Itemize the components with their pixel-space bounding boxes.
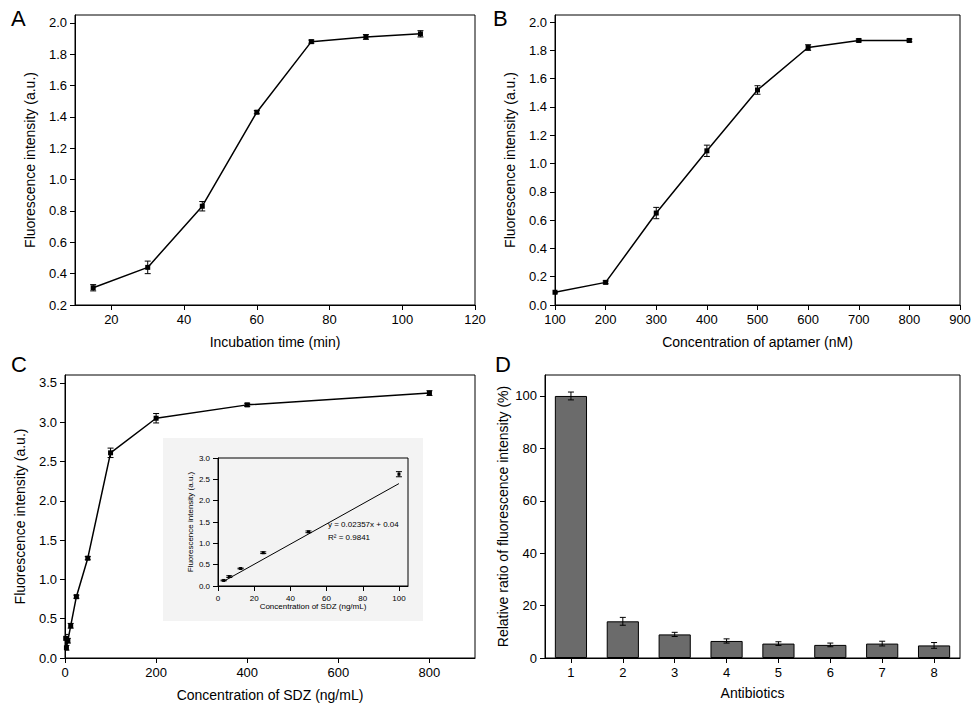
svg-text:R² = 0.9841: R² = 0.9841 (328, 533, 371, 542)
svg-text:0.0: 0.0 (529, 298, 547, 313)
svg-text:1.0: 1.0 (529, 156, 547, 171)
svg-text:1.2: 1.2 (529, 128, 547, 143)
svg-text:1.8: 1.8 (529, 43, 547, 58)
svg-text:1.0: 1.0 (49, 172, 67, 187)
svg-text:Incubation time (min): Incubation time (min) (210, 334, 341, 350)
svg-text:0: 0 (530, 651, 537, 666)
svg-text:700: 700 (848, 312, 870, 327)
svg-text:0.5: 0.5 (39, 611, 57, 626)
svg-text:100: 100 (544, 312, 566, 327)
svg-text:2.5: 2.5 (199, 475, 211, 484)
svg-text:Antibiotics: Antibiotics (721, 685, 785, 701)
svg-text:1.2: 1.2 (49, 141, 67, 156)
svg-text:3.5: 3.5 (39, 375, 57, 390)
svg-text:2: 2 (619, 665, 626, 680)
svg-text:1.8: 1.8 (49, 47, 67, 62)
svg-text:1.5: 1.5 (39, 533, 57, 548)
svg-text:0.0: 0.0 (199, 582, 211, 591)
svg-text:40: 40 (286, 594, 295, 603)
svg-text:Concentration of SDZ (ng/mL): Concentration of SDZ (ng/mL) (260, 602, 367, 611)
svg-text:2.5: 2.5 (39, 454, 57, 469)
svg-text:Fluorescence intensity (a.u.): Fluorescence intensity (a.u.) (22, 72, 38, 248)
svg-text:900: 900 (949, 312, 971, 327)
svg-text:400: 400 (696, 312, 718, 327)
svg-text:200: 200 (145, 665, 167, 680)
svg-text:1.4: 1.4 (529, 99, 547, 114)
svg-text:0.4: 0.4 (49, 266, 67, 281)
svg-text:2.0: 2.0 (39, 493, 57, 508)
svg-text:0.8: 0.8 (49, 203, 67, 218)
svg-text:B: B (493, 6, 508, 31)
svg-text:3: 3 (671, 665, 678, 680)
svg-text:1.6: 1.6 (49, 78, 67, 93)
svg-text:0.2: 0.2 (529, 269, 547, 284)
svg-text:6: 6 (827, 665, 834, 680)
svg-text:Concentration of SDZ (ng/mL): Concentration of SDZ (ng/mL) (177, 687, 364, 703)
svg-text:100: 100 (392, 594, 406, 603)
svg-text:80: 80 (322, 312, 336, 327)
svg-text:Relative ratio of fluorescence: Relative ratio of fluorescence intensity… (495, 386, 511, 647)
svg-text:80: 80 (358, 594, 367, 603)
svg-text:600: 600 (327, 665, 349, 680)
svg-text:0.8: 0.8 (529, 184, 547, 199)
svg-text:D: D (495, 352, 511, 377)
svg-text:100: 100 (515, 388, 537, 403)
svg-text:0.2: 0.2 (49, 298, 67, 313)
svg-text:Fluorescence intensity (a.u.): Fluorescence intensity (a.u.) (12, 429, 28, 605)
svg-text:1.4: 1.4 (49, 109, 67, 124)
svg-text:2.0: 2.0 (529, 15, 547, 30)
svg-text:60: 60 (322, 594, 331, 603)
svg-text:1.0: 1.0 (199, 539, 211, 548)
svg-text:80: 80 (523, 441, 537, 456)
svg-text:4: 4 (723, 665, 730, 680)
svg-text:2.0: 2.0 (199, 496, 211, 505)
svg-text:400: 400 (236, 665, 258, 680)
svg-text:1.5: 1.5 (199, 518, 211, 527)
svg-text:8: 8 (930, 665, 937, 680)
svg-text:3.0: 3.0 (199, 454, 211, 463)
svg-text:0.5: 0.5 (199, 560, 211, 569)
svg-text:500: 500 (747, 312, 769, 327)
svg-text:C: C (11, 352, 27, 377)
svg-text:0: 0 (216, 594, 221, 603)
svg-text:2.0: 2.0 (49, 15, 67, 30)
svg-text:800: 800 (419, 665, 441, 680)
svg-text:0: 0 (61, 665, 68, 680)
svg-text:0.4: 0.4 (529, 241, 547, 256)
svg-text:A: A (11, 6, 26, 31)
svg-text:800: 800 (899, 312, 921, 327)
svg-text:300: 300 (645, 312, 667, 327)
svg-text:Concentration of aptamer (nM): Concentration of aptamer (nM) (662, 334, 853, 350)
svg-text:1: 1 (567, 665, 574, 680)
svg-text:3.0: 3.0 (39, 415, 57, 430)
svg-text:20: 20 (250, 594, 259, 603)
svg-text:0.0: 0.0 (39, 651, 57, 666)
svg-text:Fluorescence intensity (a.u.): Fluorescence intensity (a.u.) (186, 471, 195, 572)
svg-text:20: 20 (104, 312, 118, 327)
svg-text:40: 40 (523, 546, 537, 561)
svg-text:120: 120 (464, 312, 486, 327)
svg-text:40: 40 (177, 312, 191, 327)
svg-text:0.6: 0.6 (529, 213, 547, 228)
svg-text:0.6: 0.6 (49, 235, 67, 250)
svg-text:100: 100 (391, 312, 413, 327)
svg-text:200: 200 (595, 312, 617, 327)
svg-text:7: 7 (879, 665, 886, 680)
svg-text:20: 20 (523, 598, 537, 613)
svg-text:5: 5 (775, 665, 782, 680)
svg-text:600: 600 (797, 312, 819, 327)
svg-text:y = 0.02357x + 0.04: y = 0.02357x + 0.04 (328, 520, 399, 529)
svg-text:60: 60 (250, 312, 264, 327)
svg-text:60: 60 (523, 493, 537, 508)
svg-text:1.0: 1.0 (39, 572, 57, 587)
svg-text:1.6: 1.6 (529, 71, 547, 86)
svg-text:Fluorescence intensity (a.u.): Fluorescence intensity (a.u.) (502, 72, 518, 248)
